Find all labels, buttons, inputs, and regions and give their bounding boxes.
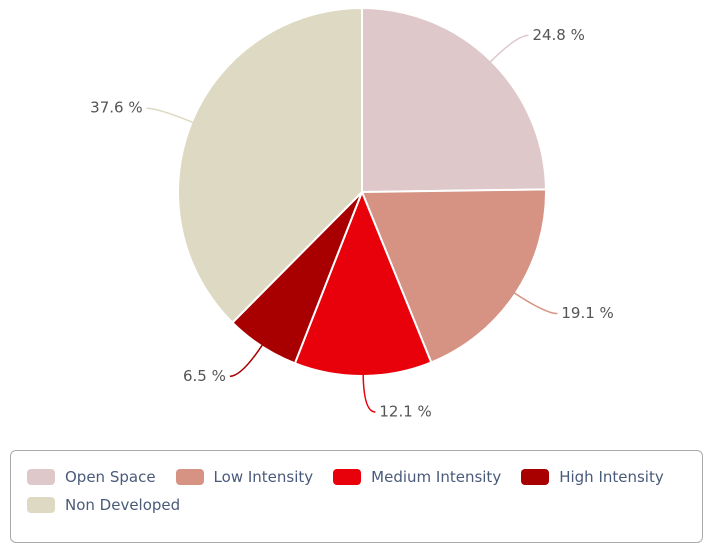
legend-item[interactable]: Low Intensity <box>175 463 314 491</box>
legend-swatch <box>27 469 55 485</box>
data-label: 37.6 % <box>90 99 142 117</box>
leader-line <box>487 34 529 65</box>
legend: Open Space Low Intensity Medium Intensity H… <box>10 450 703 543</box>
leader-line <box>146 107 196 125</box>
leader-line <box>229 342 265 378</box>
legend-label: Low Intensity <box>213 468 314 486</box>
pie-slice <box>361 6 547 194</box>
legend-swatch <box>175 469 204 485</box>
legend-swatch <box>27 497 55 513</box>
data-label: 24.8 % <box>532 26 584 44</box>
leader-line <box>511 290 558 315</box>
legend-swatch <box>333 469 362 485</box>
legend-swatch <box>521 469 550 485</box>
data-label: 19.1 % <box>561 304 613 322</box>
chart: 24.8 % 19.1 % 12.1 % 6.5 % 37.6 % <box>90 6 614 420</box>
legend-item[interactable]: Medium Intensity <box>333 463 501 491</box>
legend-label: Non Developed <box>65 496 181 514</box>
legend-label: High Intensity <box>559 468 664 486</box>
data-label: 6.5 % <box>183 367 226 385</box>
legend-item[interactable]: High Intensity <box>521 463 664 491</box>
legend-item[interactable]: Non Developed <box>27 491 180 519</box>
legend-label: Medium Intensity <box>371 468 502 486</box>
leader-line <box>362 371 376 413</box>
data-label: 12.1 % <box>379 402 431 420</box>
legend-item[interactable]: Open Space <box>27 463 156 491</box>
legend-label: Open Space <box>65 468 156 486</box>
